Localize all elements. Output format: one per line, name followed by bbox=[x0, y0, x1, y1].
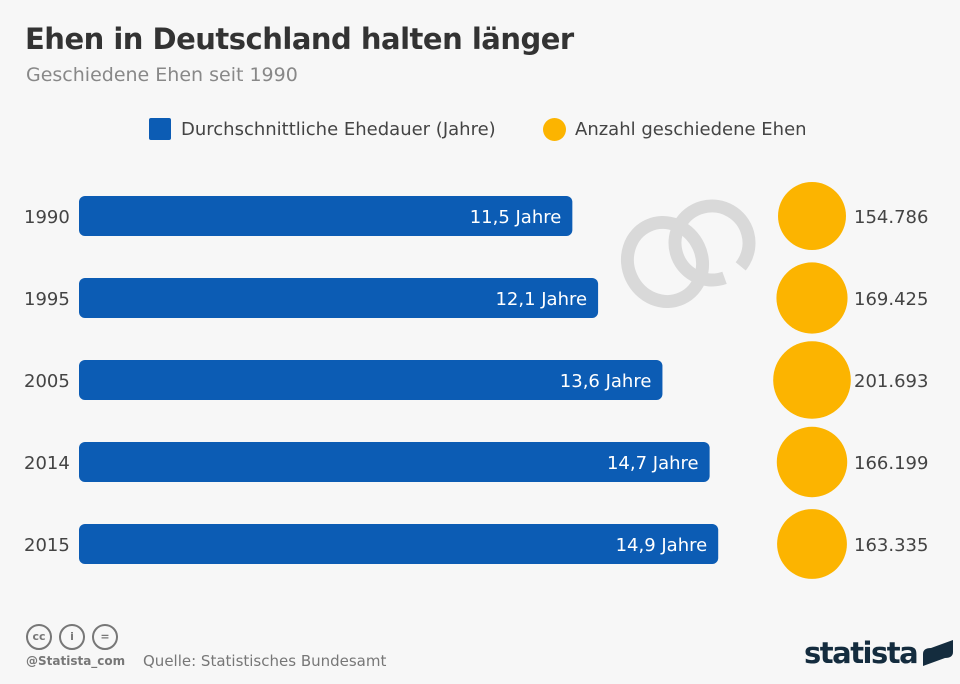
category-label: 1995 bbox=[24, 289, 70, 310]
category-label: 1990 bbox=[24, 207, 70, 228]
bubble-data-label: 163.335 bbox=[854, 535, 928, 556]
cc-icon: cc bbox=[26, 624, 52, 650]
bar-data-label: 14,9 Jahre bbox=[616, 535, 708, 556]
legend-item-count: Anzahl geschiedene Ehen bbox=[543, 118, 807, 141]
bar-duration bbox=[79, 442, 710, 482]
chart-subtitle: Geschiedene Ehen seit 1990 bbox=[26, 64, 298, 86]
bar-data-label: 13,6 Jahre bbox=[560, 371, 652, 392]
bar-data-label: 11,5 Jahre bbox=[470, 207, 562, 228]
legend-swatch-square bbox=[149, 118, 171, 140]
bubble-data-label: 154.786 bbox=[854, 207, 928, 228]
bar-duration bbox=[79, 360, 663, 400]
bubble-data-label: 166.199 bbox=[854, 453, 928, 474]
bar-data-label: 14,7 Jahre bbox=[607, 453, 699, 474]
legend-label: Durchschnittliche Ehedauer (Jahre) bbox=[181, 118, 496, 140]
statista-logo[interactable]: statista bbox=[804, 636, 954, 670]
bubble-data-label: 169.425 bbox=[854, 289, 928, 310]
chart-title: Ehen in Deutschland halten länger bbox=[25, 22, 574, 56]
category-label: 2015 bbox=[24, 535, 70, 556]
attribution-icon: i bbox=[59, 624, 85, 650]
category-label: 2005 bbox=[24, 371, 70, 392]
legend-label: Anzahl geschiedene Ehen bbox=[575, 119, 807, 140]
statista-handle: @Statista_com bbox=[26, 654, 126, 668]
statista-logo-mark bbox=[923, 640, 954, 666]
bar-duration bbox=[79, 278, 599, 318]
bubble-divorces bbox=[776, 426, 848, 498]
bubble-divorces bbox=[776, 262, 848, 334]
bubble-data-label: 201.693 bbox=[854, 371, 928, 392]
broken-rings-icon bbox=[620, 199, 756, 308]
bar-data-label: 12,1 Jahre bbox=[495, 289, 587, 310]
bubble-divorces bbox=[773, 341, 851, 419]
source: Quelle: Statistisches Bundesamt bbox=[143, 652, 387, 670]
category-label: 2014 bbox=[24, 453, 70, 474]
bar-duration bbox=[79, 196, 573, 236]
bubble-divorces bbox=[778, 182, 846, 250]
legend-swatch-circle bbox=[543, 118, 566, 141]
logo-text: statista bbox=[804, 636, 919, 670]
legend-item-duration: Durchschnittliche Ehedauer (Jahre) bbox=[149, 118, 496, 140]
bar-duration bbox=[79, 524, 719, 564]
no-derivatives-icon: = bbox=[92, 624, 118, 650]
bubble-divorces bbox=[777, 509, 847, 579]
